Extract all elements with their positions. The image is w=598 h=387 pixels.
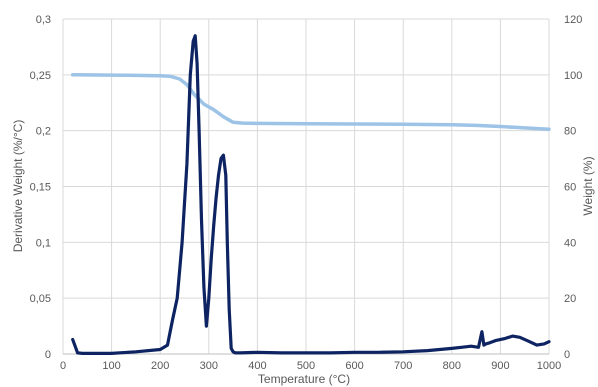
y-right-tick-label: 120 (564, 14, 582, 26)
x-tick-label: 400 (248, 360, 266, 372)
y-right-tick-label: 0 (564, 349, 570, 361)
y-left-tick-label: 0,15 (30, 182, 51, 194)
y-left-tick-label: 0,1 (36, 237, 51, 249)
x-tick-label: 600 (345, 360, 363, 372)
y-left-tick-label: 0,05 (30, 293, 51, 305)
x-tick-label: 500 (297, 360, 315, 372)
x-axis-title: Temperature (°C) (258, 372, 350, 386)
y-axis-left-title: Derivative Weight (%/°C) (11, 120, 25, 253)
x-tick-label: 700 (394, 360, 412, 372)
y-right-tick-label: 80 (564, 126, 576, 138)
x-tick-label: 200 (151, 360, 169, 372)
y-left-tick-label: 0,25 (30, 70, 51, 82)
y-axis-right-title: Weight (%) (581, 156, 595, 215)
y-left-tick-label: 0 (45, 349, 51, 361)
x-tick-label: 300 (200, 360, 218, 372)
tick-labels: 0 100 200 300 400 500 600 700 800 900 100000,050,1… (30, 14, 583, 372)
x-tick-label: 0 (60, 360, 66, 372)
x-tick-label: 100 (102, 360, 120, 372)
y-left-tick-label: 0,2 (36, 126, 51, 138)
grid (62, 18, 550, 355)
y-right-tick-label: 60 (564, 182, 576, 194)
x-tick-label: 900 (491, 360, 509, 372)
derivative-weight-series-line (71, 34, 551, 355)
series-layer (70, 34, 551, 355)
x-tick-label: 1000 (537, 360, 561, 372)
weight-series-line (70, 73, 551, 132)
y-right-tick-label: 20 (564, 293, 576, 305)
y-right-tick-label: 40 (564, 237, 576, 249)
y-right-tick-label: 100 (564, 70, 582, 82)
y-left-tick-label: 0,3 (36, 14, 51, 26)
x-tick-label: 800 (443, 360, 461, 372)
